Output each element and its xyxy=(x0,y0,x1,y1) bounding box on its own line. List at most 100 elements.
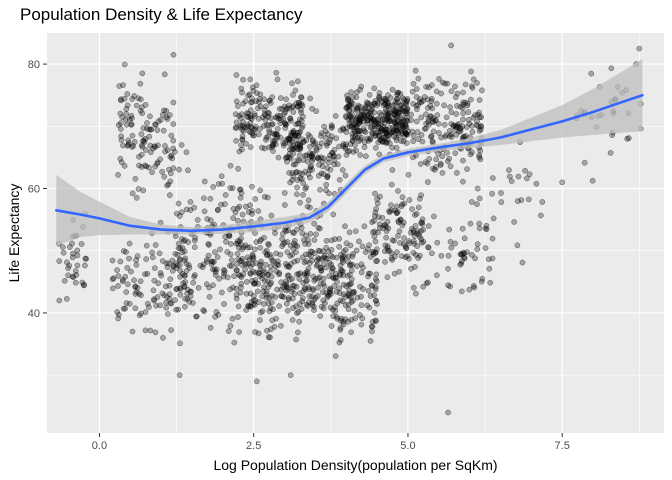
scatter-point xyxy=(305,265,312,272)
scatter-point xyxy=(468,68,474,75)
scatter-point xyxy=(335,153,342,160)
scatter-point xyxy=(288,117,294,124)
scatter-point xyxy=(261,111,268,117)
scatter-point xyxy=(418,114,425,121)
scatter-point xyxy=(130,143,137,149)
scatter-point xyxy=(295,120,302,127)
scatter-point xyxy=(152,265,158,271)
scatter-point xyxy=(191,244,198,251)
scatter-point xyxy=(474,201,480,207)
scatter-point xyxy=(151,277,158,284)
scatter-point xyxy=(385,247,391,254)
scatter-point xyxy=(160,127,167,134)
scatter-point xyxy=(323,244,330,251)
scatter-point xyxy=(343,240,350,247)
scatter-point xyxy=(248,298,255,305)
scatter-point xyxy=(330,313,337,319)
scatter-point xyxy=(162,148,168,155)
scatter-point xyxy=(270,148,276,154)
scatter-point xyxy=(371,309,378,316)
scatter-point xyxy=(418,192,424,199)
scatter-point xyxy=(138,131,145,137)
scatter-point xyxy=(155,280,162,287)
scatter-point xyxy=(234,250,241,257)
scatter-point xyxy=(193,313,200,320)
scatter-point xyxy=(362,249,369,255)
scatter-point xyxy=(460,110,467,117)
scatter-point xyxy=(486,265,493,272)
scatter-point xyxy=(249,261,256,267)
scatter-point xyxy=(115,273,122,279)
scatter-point xyxy=(340,281,347,288)
scatter-point xyxy=(79,279,86,286)
scatter-point xyxy=(334,300,341,307)
scatter-point xyxy=(489,190,495,197)
scatter-point xyxy=(428,134,434,140)
scatter-point xyxy=(405,171,412,178)
scatter-point xyxy=(454,103,460,109)
scatter-point xyxy=(343,129,350,135)
scatter-point xyxy=(306,153,313,160)
scatter-point xyxy=(524,175,530,182)
scatter-point xyxy=(178,142,185,148)
scatter-point xyxy=(311,250,318,256)
scatter-point xyxy=(166,192,173,198)
scatter-point xyxy=(299,254,306,261)
scatter-point xyxy=(200,261,207,268)
scatter-point xyxy=(318,130,325,137)
scatter-point xyxy=(349,133,356,140)
scatter-point xyxy=(129,190,136,197)
scatter-point xyxy=(336,290,343,296)
scatter-point xyxy=(294,226,300,233)
scatter-point xyxy=(345,103,351,110)
scatter-point xyxy=(452,124,459,130)
y-tick-label: 60 xyxy=(28,184,40,196)
scatter-point xyxy=(460,178,466,185)
scatter-point xyxy=(469,149,475,156)
scatter-point xyxy=(444,158,451,165)
scatter-point xyxy=(519,259,526,266)
scatter-point xyxy=(247,76,254,83)
scatter-point xyxy=(217,246,223,253)
scatter-point xyxy=(230,284,236,291)
scatter-point xyxy=(201,178,208,185)
scatter-point xyxy=(307,230,314,237)
scatter-point xyxy=(422,159,429,166)
scatter-point xyxy=(249,207,255,214)
scatter-point xyxy=(327,166,334,173)
scatter-point xyxy=(319,163,326,170)
scatter-point xyxy=(177,291,184,298)
scatter-point xyxy=(356,128,362,135)
scatter-point xyxy=(157,302,163,309)
scatter-point xyxy=(270,258,277,265)
scatter-point xyxy=(277,95,284,101)
scatter-point xyxy=(362,103,369,110)
scatter-point xyxy=(212,313,218,320)
scatter-point xyxy=(265,241,271,247)
scatter-point xyxy=(371,218,377,224)
scatter-point xyxy=(489,235,496,242)
scatter-point xyxy=(360,118,367,125)
scatter-point xyxy=(377,125,384,132)
scatter-point xyxy=(294,184,300,191)
scatter-point xyxy=(447,283,453,290)
scatter-point xyxy=(189,300,196,306)
scatter-point xyxy=(264,194,271,201)
scatter-point xyxy=(175,306,182,313)
scatter-point xyxy=(265,300,272,307)
scatter-point xyxy=(117,258,124,265)
scatter-point xyxy=(307,174,313,181)
scatter-point xyxy=(265,334,272,340)
scatter-point xyxy=(283,96,289,103)
scatter-point xyxy=(340,141,347,147)
scatter-point xyxy=(392,98,399,105)
scatter-point xyxy=(241,124,248,131)
scatter-point xyxy=(235,217,241,224)
scatter-point xyxy=(233,119,240,126)
scatter-point xyxy=(373,297,379,304)
scatter-point xyxy=(222,233,229,240)
scatter-point xyxy=(361,144,368,150)
scatter-point xyxy=(399,201,406,208)
scatter-point xyxy=(588,70,595,77)
scatter-point xyxy=(238,235,244,242)
